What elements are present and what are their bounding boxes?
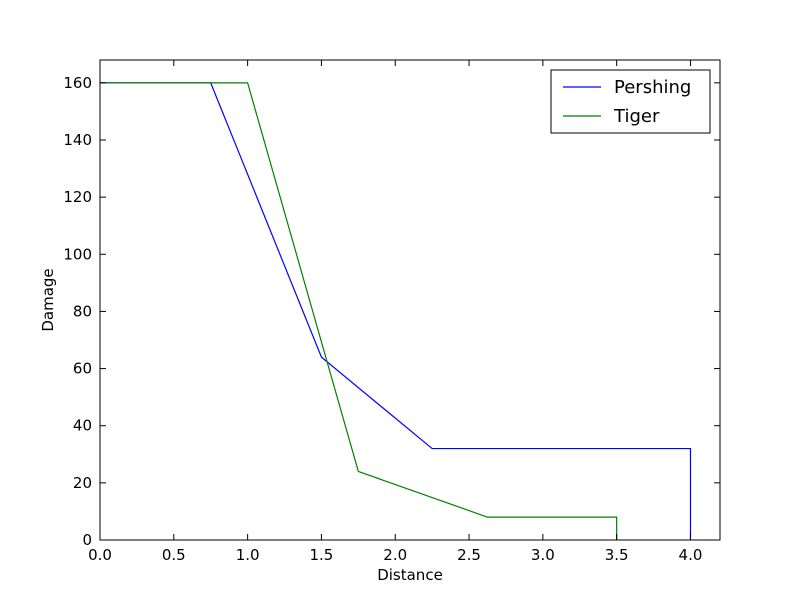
- y-tick-label: 140: [63, 131, 92, 149]
- x-tick-label: 1.0: [236, 546, 260, 564]
- y-tick-label: 40: [73, 417, 92, 435]
- plot-area-frame: [99, 59, 721, 541]
- x-axis-label: Distance: [377, 566, 443, 584]
- legend-label-pershing: Pershing: [614, 77, 691, 98]
- legend-label-tiger: Tiger: [613, 106, 660, 127]
- y-tick-label: 80: [73, 302, 92, 320]
- x-tick-label: 4.0: [679, 546, 703, 564]
- series-layer: [100, 82, 692, 540]
- axis-ticks: 0.0 0.5 1.0 1.5 2.0 2.5 3.0 3.5 4.0 0 20 40 60 80 100 1…: [63, 60, 720, 564]
- y-tick-label: 160: [63, 74, 92, 92]
- y-tick-label: 0: [82, 531, 92, 549]
- y-tick-label: 20: [73, 474, 92, 492]
- x-tick-label: 1.5: [309, 546, 333, 564]
- x-tick-label: 0.5: [162, 546, 186, 564]
- legend-box: [550, 69, 711, 134]
- series-line-tiger: [100, 82, 618, 540]
- x-tick-label: 0.0: [88, 546, 112, 564]
- x-tick-label: 3.5: [605, 546, 629, 564]
- x-tick-label: 3.0: [531, 546, 555, 564]
- x-tick-label: 2.0: [383, 546, 407, 564]
- y-axis-label: Damage: [39, 268, 57, 331]
- y-tick-label: 120: [63, 188, 92, 206]
- y-tick-label: 60: [73, 360, 92, 378]
- legend: Pershing Tiger: [550, 69, 711, 134]
- x-tick-label: 2.5: [457, 546, 481, 564]
- y-tick-label: 100: [63, 245, 92, 263]
